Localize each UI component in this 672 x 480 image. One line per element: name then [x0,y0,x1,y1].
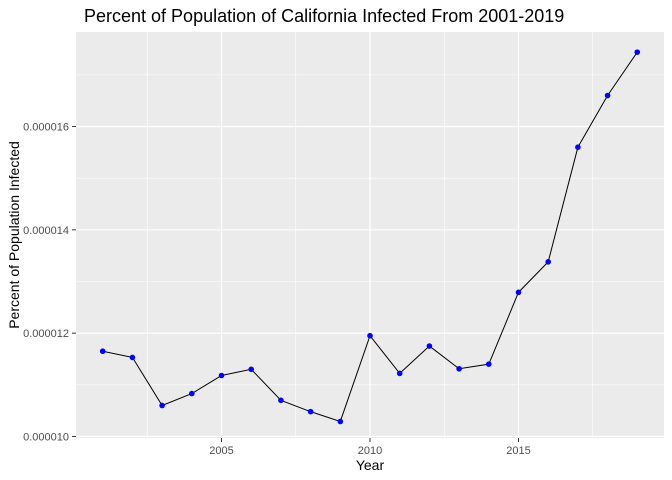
data-point-2014 [485,361,492,367]
x-axis-label: Year [356,457,385,473]
data-point-2007 [278,397,284,404]
data-point-2009 [337,418,344,425]
y-axis-label: Percent of Population Infected [6,141,22,329]
data-point-2006 [248,366,255,373]
series-points-group [99,49,641,425]
data-point-2003 [159,402,165,409]
data-point-2015 [515,289,522,296]
major-gridlines [76,32,664,438]
data-point-2010 [367,332,373,339]
x-tick-label-0: 2005 [209,445,233,457]
x-tick-label-2: 2015 [506,445,530,457]
chart-title: Percent of Population of California Infe… [84,6,564,26]
data-point-2008 [307,408,314,415]
data-point-2013 [456,365,462,372]
data-point-2018 [604,92,611,99]
data-point-2004 [189,390,195,397]
data-point-2012 [426,343,433,349]
y-tick-label-1: 0.000012 [23,328,69,340]
data-point-2016 [545,259,551,265]
y-tick-label-0: 0.000010 [23,431,69,443]
data-point-2002 [129,354,136,361]
data-point-2017 [575,144,581,150]
y-tick-label-2: 0.000014 [23,225,69,237]
data-point-2011 [396,370,403,377]
data-point-2005 [218,372,225,379]
y-tick-label-3: 0.000016 [23,122,69,134]
x-axis-ticks: 2005 2010 2015 [209,438,531,457]
x-tick-label-1: 2010 [358,445,382,457]
y-axis-ticks: 0.000010 0.000012 0.000014 0.000016 [23,122,76,443]
data-point-2001 [99,348,106,355]
data-point-2019 [634,49,641,55]
